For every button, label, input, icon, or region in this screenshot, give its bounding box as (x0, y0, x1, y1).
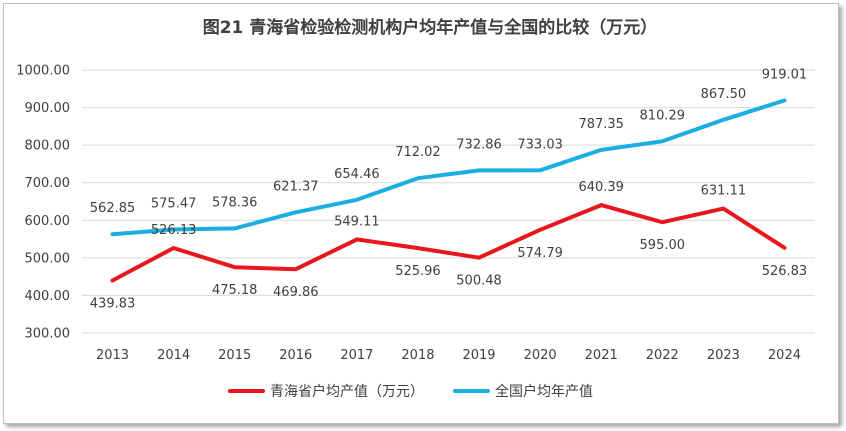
chart-title: 图21 青海省检验检测机构户均年产值与全国的比较（万元） (203, 17, 658, 38)
data-label-national: 621.37 (273, 179, 319, 194)
x-tick-label: 2020 (524, 348, 557, 363)
data-label-qinghai: 526.83 (762, 264, 808, 279)
data-label-qinghai: 469.86 (273, 285, 319, 300)
y-tick-label: 900.00 (25, 101, 71, 116)
data-label-national: 733.03 (517, 137, 563, 152)
data-label-national: 919.01 (762, 67, 808, 82)
data-label-qinghai: 525.96 (395, 264, 441, 279)
grid-lines (82, 69, 815, 334)
legend: 青海省户均产值（万元） 全国户均年产值 (228, 383, 593, 400)
y-axis: 300.00 400.00 500.00 600.00 700.00 800.00 900.… (16, 64, 70, 342)
data-label-national: 578.36 (212, 195, 258, 210)
data-labels: 562.85 575.47 578.36 621.37 654.46 712.02 732.… (90, 67, 807, 311)
data-label-national: 732.86 (456, 137, 502, 152)
x-tick-label: 2014 (157, 348, 190, 363)
data-label-qinghai: 631.11 (701, 184, 747, 199)
x-tick-label: 2022 (646, 348, 679, 363)
data-label-national: 575.47 (151, 197, 197, 212)
x-tick-label: 2016 (279, 348, 312, 363)
data-label-qinghai: 595.00 (640, 238, 686, 253)
data-label-national: 810.29 (640, 108, 686, 123)
y-tick-label: 700.00 (25, 176, 71, 191)
series-line-0 (110, 203, 787, 283)
data-label-qinghai: 526.13 (151, 223, 197, 238)
x-tick-label: 2021 (585, 348, 618, 363)
series-lines (110, 98, 787, 283)
y-tick-label: 300.00 (25, 327, 71, 342)
y-tick-label: 600.00 (25, 214, 71, 229)
series-line-1 (110, 98, 787, 237)
x-tick-label: 2023 (707, 348, 740, 363)
x-tick-label: 2017 (340, 348, 373, 363)
data-label-qinghai: 574.79 (517, 246, 563, 261)
data-label-national: 562.85 (90, 201, 136, 216)
data-label-qinghai: 549.11 (334, 214, 380, 229)
data-label-qinghai: 439.83 (90, 296, 136, 311)
x-axis: 2013 2014 2015 2016 2017 2018 2019 2020 2021 2022… (96, 348, 801, 363)
y-tick-label: 1000.00 (16, 64, 70, 79)
data-label-qinghai: 500.48 (456, 274, 502, 289)
data-label-qinghai: 475.18 (212, 283, 258, 298)
y-tick-label: 400.00 (25, 289, 71, 304)
y-tick-label: 500.00 (25, 251, 71, 266)
data-label-national: 867.50 (701, 87, 747, 102)
data-label-national: 787.35 (578, 117, 624, 132)
data-label-national: 712.02 (395, 145, 441, 160)
x-tick-label: 2015 (218, 348, 251, 363)
data-label-national: 654.46 (334, 167, 380, 182)
legend-label: 青海省户均产值（万元） (270, 383, 424, 400)
x-tick-label: 2018 (401, 348, 434, 363)
x-tick-label: 2013 (96, 348, 129, 363)
x-tick-label: 2024 (768, 348, 801, 363)
x-tick-label: 2019 (462, 348, 495, 363)
data-label-qinghai: 640.39 (578, 180, 624, 195)
legend-label: 全国户均年产值 (495, 383, 593, 400)
y-tick-label: 800.00 (25, 139, 71, 154)
